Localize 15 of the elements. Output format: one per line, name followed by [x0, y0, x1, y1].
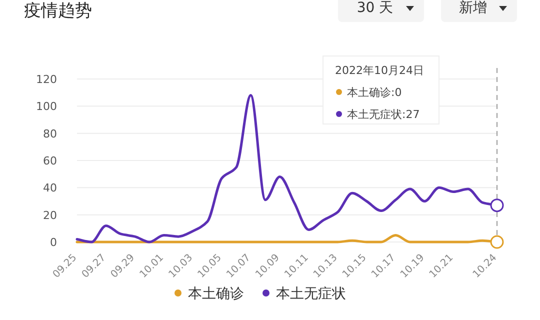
chart-title: 疫情趋势	[24, 1, 92, 21]
y-tick-label: 80	[43, 127, 57, 140]
y-tick-label: 120	[36, 73, 57, 86]
annotation: 本土确诊:0	[347, 86, 402, 99]
y-tick-label: 60	[43, 154, 57, 168]
button: 30 天	[338, 0, 424, 22]
tooltip: 2022年10月24日 本土确诊:0 本土无症状:27	[322, 56, 440, 124]
annotation: 本土无症状:27	[347, 108, 420, 121]
y-tick-label: 40	[43, 182, 57, 195]
legend-label: 本土确诊	[188, 286, 244, 302]
y-tick-label: 20	[43, 208, 57, 222]
y-tick-label: 0	[50, 236, 57, 249]
y-tick-label: 100	[36, 100, 57, 114]
legend-label: 本土无症状	[276, 286, 346, 302]
button: 新增	[441, 0, 517, 22]
